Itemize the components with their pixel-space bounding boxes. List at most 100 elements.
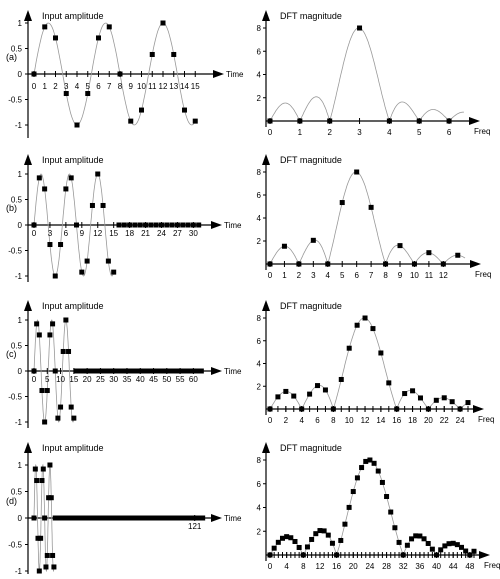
input-sample-marker (74, 222, 79, 228)
right-x-tick-label: 0 (268, 562, 273, 571)
left-y-tick-label: 1 (18, 170, 23, 179)
dft-bin-marker (321, 528, 327, 534)
input-sample-marker (180, 368, 186, 374)
right-x-tick-label: 22 (440, 416, 449, 425)
input-curve (33, 22, 196, 126)
left-x-tick-label: 14 (180, 82, 189, 91)
dft-bin-marker (309, 536, 315, 542)
left-x-tick-label: 4 (75, 82, 80, 91)
right-x-arrow (469, 117, 480, 125)
input-sample-marker (81, 368, 87, 374)
dft-bin-marker (296, 544, 302, 550)
left-x-tick-label: 35 (123, 375, 132, 384)
right-x-tick-label: 8 (301, 562, 306, 571)
left-x-tick-label: 40 (136, 375, 145, 384)
dft-bin-marker (425, 540, 431, 546)
right-y-tick-label: 6 (257, 480, 262, 489)
left-x-tick-label: 0 (32, 375, 37, 384)
input-sample-marker (172, 368, 178, 374)
dft-bin-marker (438, 547, 444, 553)
input-sample-marker (166, 368, 172, 374)
dft-bin-marker (371, 460, 377, 466)
dft-bin-marker (368, 204, 374, 210)
right-y-tick-label: 8 (257, 456, 262, 465)
right-x-tick-label: 32 (399, 562, 408, 571)
input-sample-marker (148, 222, 154, 228)
right-x-tick-label: 4 (284, 562, 289, 571)
right-x-tick-label: 5 (340, 271, 345, 280)
left-y-tick-label: 1 (18, 316, 23, 325)
dft-bin-marker (388, 509, 394, 515)
dft-bin-marker (375, 468, 381, 474)
left-x-tick-label: 8 (118, 82, 123, 91)
right-x-tick-label: 8 (331, 416, 336, 425)
input-sample-marker (127, 368, 133, 374)
dft-bin-marker (297, 118, 303, 124)
left-y-tick-label: -0.5 (8, 247, 22, 256)
input-sample-marker (171, 51, 177, 57)
dft-curve (269, 171, 466, 266)
dft-bin-marker (386, 118, 392, 124)
input-sample-marker (47, 242, 53, 248)
input-sample-marker (84, 258, 90, 264)
left-x-tick-label: 21 (141, 229, 150, 238)
dft-bin-marker (400, 552, 406, 558)
input-sample-marker (127, 222, 133, 228)
input-sample-marker (174, 222, 180, 228)
input-curve (33, 463, 55, 573)
dft-bin-marker (384, 494, 390, 500)
input-sample-marker (132, 368, 138, 374)
right-x-label: Freq (478, 415, 494, 424)
right-x-tick-label: 12 (316, 562, 325, 571)
left-x-tick-label: 6 (64, 229, 69, 238)
left-y-tick-label: -1 (15, 121, 23, 130)
left-x-tick-label: 45 (149, 375, 158, 384)
input-sample-marker (164, 368, 170, 374)
dft-bin-marker (346, 504, 352, 510)
input-sample-marker (44, 552, 50, 558)
dft-bin-marker (299, 406, 305, 412)
input-sample-marker (129, 368, 135, 374)
right-x-label: Freq (475, 270, 491, 279)
input-sample-marker (135, 368, 141, 374)
left-title: Input amplitude (42, 155, 104, 165)
dft-bin-marker (402, 391, 408, 397)
left-x-tick-label: 1 (43, 82, 48, 91)
input-sample-marker (153, 222, 159, 228)
left-y-tick-label: 0 (18, 514, 23, 523)
left-y-arrow (24, 10, 32, 21)
input-sample-marker (97, 368, 103, 374)
input-sample-marker (100, 368, 106, 374)
input-sample-marker (188, 368, 194, 374)
input-sample-marker (139, 107, 144, 113)
left-x-tick-label: 15 (191, 82, 200, 91)
input-curve (33, 319, 75, 423)
left-x-tick-label: 13 (169, 82, 178, 91)
right-x-tick-label: 1 (298, 128, 303, 137)
input-sample-marker (79, 269, 85, 275)
dft-bin-marker (413, 533, 419, 539)
right-x-tick-label: 6 (354, 271, 359, 280)
left-x-tick-label: 60 (189, 375, 198, 384)
dft-bin-marker (449, 399, 455, 405)
input-sample-marker (180, 222, 186, 228)
dft-bin-marker (454, 542, 460, 548)
right-y-tick-label: 2 (257, 94, 262, 103)
dft-bin-marker (354, 322, 360, 328)
right-x-tick-label: 0 (268, 416, 273, 425)
row-label: (d) (6, 496, 17, 506)
right-y-tick-label: 8 (257, 24, 262, 33)
dft-bin-marker (446, 541, 452, 547)
input-sample-marker (108, 368, 114, 374)
input-sample-marker (196, 368, 202, 374)
left-y-tick-label: -1 (15, 272, 23, 281)
input-sample-marker (190, 368, 196, 374)
dft-bin-marker (417, 395, 423, 401)
left-y-tick-label: -0.5 (8, 96, 22, 105)
input-sample-marker (36, 568, 42, 574)
dft-bin-marker (367, 457, 373, 463)
input-sample-marker (137, 368, 143, 374)
right-x-tick-label: 18 (408, 416, 417, 425)
dft-curve (269, 459, 475, 556)
input-sample-marker (68, 404, 74, 410)
